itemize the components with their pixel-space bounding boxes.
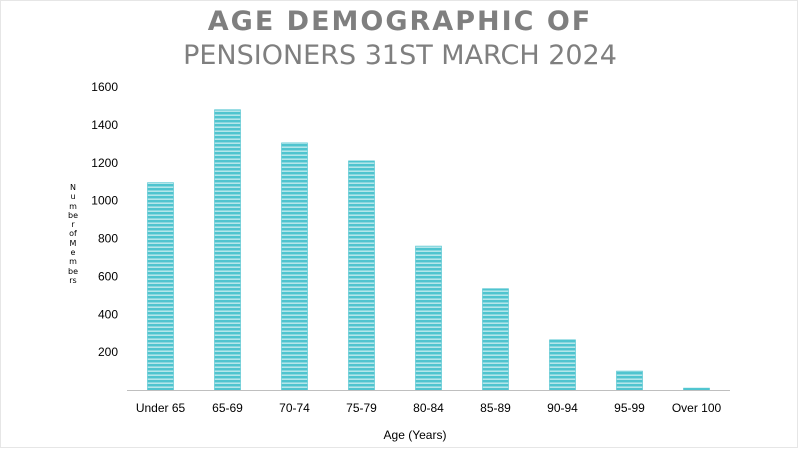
y-axis-ticks: 200 400 600 800 1000 1200 1400 1600 — [91, 80, 118, 359]
x-tick-label: Over 100 — [672, 401, 722, 415]
chart-title-line-2: PENSIONERS 31ST MARCH 2024 — [183, 40, 617, 72]
bar-over-100 — [683, 387, 710, 391]
bar-85-89 — [482, 288, 509, 391]
bar-80-84 — [415, 245, 442, 391]
x-tick-label: 85-89 — [480, 401, 511, 415]
chart-title-line-1: AGE DEMOGRAPHIC OF — [207, 6, 593, 37]
x-tick-label: 80-84 — [413, 401, 444, 415]
y-axis-label: Number of Members — [68, 183, 78, 285]
x-axis-label: Age (Years) — [383, 428, 447, 442]
y-tick-label: 800 — [98, 232, 118, 246]
bar-65-69 — [214, 109, 241, 391]
x-axis-ticks: Under 65 65-69 70-74 75-79 80-84 85-89 90-94 95… — [136, 401, 722, 415]
y-tick-label: 1600 — [91, 80, 118, 94]
y-tick-label: 1000 — [91, 194, 118, 208]
bar-75-79 — [348, 160, 375, 391]
y-tick-label: 1400 — [91, 118, 118, 132]
x-tick-label: 65-69 — [212, 401, 243, 415]
y-tick-label: 1200 — [91, 156, 118, 170]
bar-under-65 — [147, 182, 174, 391]
x-tick-label: 90-94 — [547, 401, 578, 415]
chart-title: AGE DEMOGRAPHIC OF PENSIONERS 31ST MARCH… — [0, 6, 800, 71]
bars — [147, 109, 710, 391]
x-tick-label: 75-79 — [346, 401, 377, 415]
x-tick-label: 70-74 — [279, 401, 310, 415]
y-tick-label: 400 — [98, 307, 118, 321]
bar-90-94 — [549, 339, 576, 391]
y-tick-label: 200 — [98, 345, 118, 359]
bar-70-74 — [281, 142, 308, 391]
y-tick-label: 600 — [98, 269, 118, 283]
bar-95-99 — [616, 370, 643, 391]
x-tick-label: 95-99 — [614, 401, 645, 415]
x-tick-label: Under 65 — [136, 401, 186, 415]
